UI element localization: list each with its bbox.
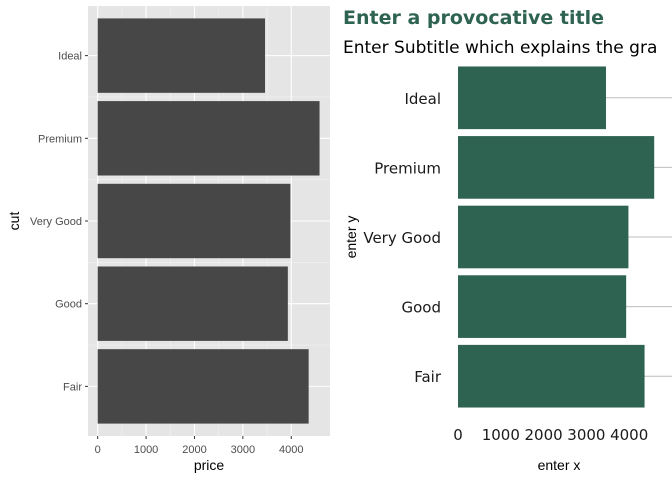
left-y-tick-label: Very Good (30, 216, 82, 228)
left-x-tick-label: 1000 (134, 444, 158, 456)
right-y-tick-label: Very Good (363, 229, 441, 247)
left-y-tick-label: Good (55, 299, 82, 311)
right-bar-ideal (458, 66, 607, 130)
left-bar-ideal (97, 18, 266, 93)
right-chart-title: Enter a provocative title (343, 7, 604, 29)
left-x-axis-title: price (194, 457, 225, 473)
left-bar-good (97, 266, 288, 341)
right-bar-very-good (458, 205, 629, 269)
left-y-tick-label: Premium (38, 133, 82, 145)
right-x-axis-title: enter x (538, 457, 581, 473)
right-bar-fair (458, 344, 645, 408)
left-x-tick-label: 4000 (279, 444, 303, 456)
right-x-tick-label: 2000 (525, 426, 563, 444)
right-bar-premium (458, 136, 655, 199)
right-chart: Enter a provocative title Enter Subtitle… (343, 7, 672, 473)
right-y-tick-label: Premium (374, 159, 441, 177)
left-bar-premium (97, 101, 320, 176)
right-y-axis: Ideal Premium Very Good Good Fair (363, 90, 441, 386)
left-y-tick-label: Fair (63, 381, 82, 393)
left-y-axis: Ideal Premium Very Good Good Fair (30, 51, 88, 393)
left-x-tick-label: 0 (95, 444, 101, 456)
left-bar-very-good (97, 183, 291, 259)
left-chart: Ideal Premium Very Good Good Fair 0 1000 2000 3… (6, 6, 330, 473)
right-x-tick-label: 4000 (610, 426, 648, 444)
right-y-axis-title: enter y (343, 216, 359, 259)
left-bars (97, 18, 320, 424)
right-y-tick-label: Good (402, 299, 442, 317)
right-x-tick-label: 3000 (567, 426, 605, 444)
left-x-tick-label: 2000 (182, 444, 206, 456)
right-bars (458, 66, 655, 408)
left-bar-fair (97, 349, 309, 424)
left-y-tick-label: Ideal (58, 51, 82, 63)
left-x-tick-label: 3000 (231, 444, 255, 456)
left-y-axis-title: cut (6, 212, 22, 231)
right-x-tick-label: 1000 (482, 426, 520, 444)
right-bar-good (458, 275, 627, 338)
right-x-tick-label: 0 (453, 426, 463, 444)
left-x-axis: 0 1000 2000 3000 4000 (95, 436, 304, 456)
right-y-tick-label: Fair (414, 368, 442, 386)
right-chart-subtitle: Enter Subtitle which explains the gra (343, 38, 657, 58)
right-y-tick-label: Ideal (404, 90, 441, 108)
right-x-axis: 0 1000 2000 3000 4000 (453, 426, 648, 444)
